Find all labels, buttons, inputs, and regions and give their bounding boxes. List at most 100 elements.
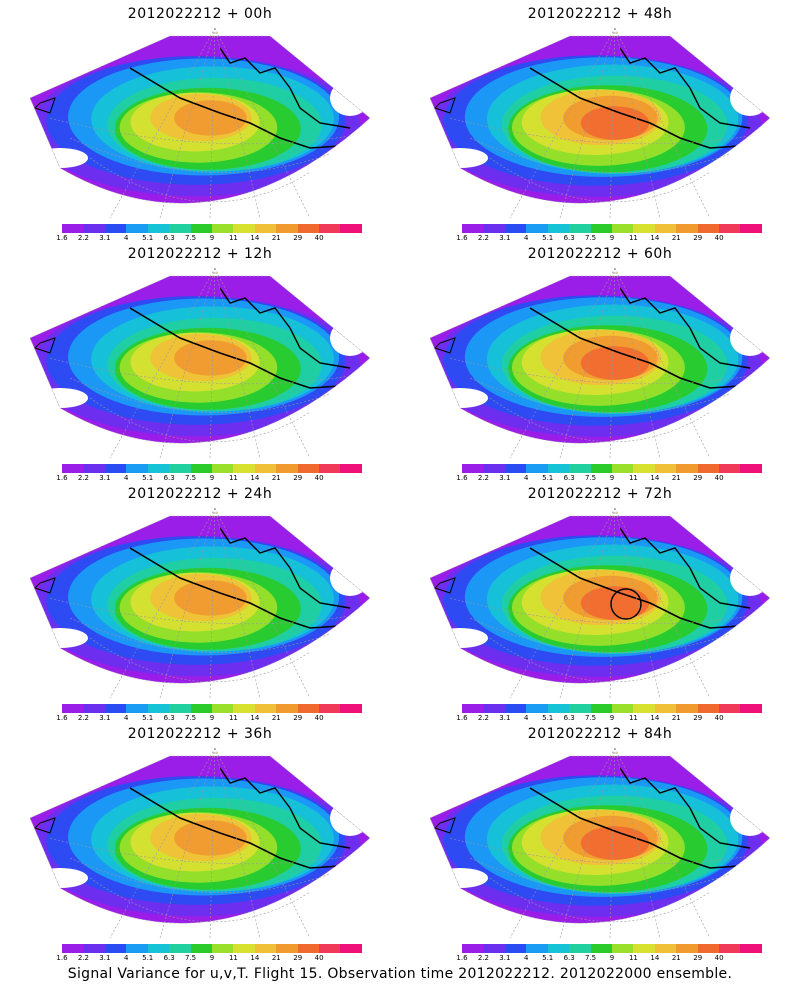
colorbar bbox=[62, 704, 362, 713]
colorbar-tick-label: 14 bbox=[650, 714, 660, 722]
colorbar bbox=[462, 224, 762, 233]
colorbar-swatch bbox=[340, 944, 362, 953]
colorbar-tick-label: 3.1 bbox=[499, 474, 511, 482]
colorbar-swatch bbox=[319, 464, 341, 473]
colorbar-swatch bbox=[233, 944, 255, 953]
panel-title: 2012022212 + 12h bbox=[127, 246, 273, 262]
colorbar-swatch bbox=[297, 224, 320, 233]
colorbar-swatch bbox=[676, 944, 698, 953]
colorbar-swatch bbox=[319, 224, 341, 233]
colorbar-tick-label: 9 bbox=[609, 234, 615, 242]
colorbar-swatch bbox=[740, 944, 762, 953]
colorbar-swatch bbox=[104, 944, 127, 953]
colorbar-swatch bbox=[233, 464, 255, 473]
colorbar-swatch bbox=[211, 224, 234, 233]
colorbar-tick-label: 21 bbox=[271, 954, 281, 962]
colorbar-swatch bbox=[462, 704, 484, 713]
colorbar-ticks: 1.6 2.2 3.1 4 5.1 6.3 7.5 9 11 14 21 29 40 bbox=[452, 234, 772, 244]
colorbar-tick-label: 3.1 bbox=[99, 234, 111, 242]
colorbar-tick-label: 2.2 bbox=[477, 474, 489, 482]
colorbar-swatch bbox=[676, 464, 698, 473]
forecast-panel: 2012022212 + 00h 1.6 2.2 3.1 4 5.1 6.3 7.5 9 11 14… bbox=[0, 0, 400, 242]
colorbar-tick-label: 2.2 bbox=[77, 954, 89, 962]
colorbar-swatch bbox=[147, 944, 170, 953]
colorbar-swatch bbox=[211, 464, 234, 473]
colorbar-swatch bbox=[611, 704, 634, 713]
colorbar-swatch bbox=[719, 944, 741, 953]
colorbar-ticks: 1.6 2.2 3.1 4 5.1 6.3 7.5 9 11 14 21 29 40 bbox=[452, 474, 772, 484]
colorbar-swatch bbox=[697, 464, 720, 473]
colorbar-swatch bbox=[169, 224, 191, 233]
colorbar-tick-label: 7.5 bbox=[584, 954, 597, 962]
colorbar-swatch bbox=[633, 224, 655, 233]
forecast-panel: 2012022212 + 60h 1.6 2.2 3.1 4 5.1 6.3 7.5 9 11 14… bbox=[400, 240, 800, 482]
colorbar bbox=[62, 944, 362, 953]
colorbar-tick-label: 6.3 bbox=[163, 474, 175, 482]
colorbar-tick-label: 7.5 bbox=[584, 234, 597, 242]
colorbar-swatch bbox=[654, 944, 677, 953]
colorbar-swatch bbox=[190, 224, 212, 233]
colorbar-swatch bbox=[62, 944, 84, 953]
panel-title: 2012022212 + 48h bbox=[527, 6, 673, 22]
colorbar-swatch bbox=[319, 704, 341, 713]
colorbar-tick-label: 9 bbox=[609, 474, 615, 482]
colorbar-tick-label: 14 bbox=[650, 954, 660, 962]
colorbar-swatch bbox=[483, 704, 505, 713]
colorbar-tick-label: 1.6 bbox=[456, 714, 468, 722]
forecast-panel: 2012022212 + 12h 1.6 2.2 3.1 4 5.1 6.3 7.5 9 11 14… bbox=[0, 240, 400, 482]
colorbar-swatch bbox=[297, 944, 320, 953]
colorbar-tick-label: 3.1 bbox=[99, 474, 111, 482]
colorbar bbox=[462, 464, 762, 473]
colorbar-swatch bbox=[547, 944, 570, 953]
colorbar-tick-label: 2.2 bbox=[77, 234, 89, 242]
panel-title: 2012022212 + 72h bbox=[527, 486, 673, 502]
variance-map bbox=[29, 508, 371, 699]
colorbar-swatch bbox=[526, 224, 548, 233]
colorbar-swatch bbox=[83, 704, 105, 713]
colorbar-swatch bbox=[654, 224, 677, 233]
colorbar-swatch bbox=[169, 704, 191, 713]
colorbar-tick-label: 1.6 bbox=[56, 234, 68, 242]
forecast-panel: 2012022212 + 24h 1.6 2.2 3.1 4 5.1 6.3 7.5 9 11 14… bbox=[0, 480, 400, 722]
colorbar-tick-label: 29 bbox=[693, 474, 703, 482]
variance-map bbox=[429, 748, 771, 939]
colorbar-tick-label: 11 bbox=[228, 474, 238, 482]
colorbar-swatch bbox=[719, 704, 741, 713]
colorbar-tick-label: 40 bbox=[714, 474, 724, 482]
colorbar-swatch bbox=[633, 464, 655, 473]
colorbar-tick-label: 9 bbox=[209, 954, 215, 962]
colorbar-swatch bbox=[697, 704, 720, 713]
colorbar-swatch bbox=[547, 464, 570, 473]
colorbar-tick-label: 1.6 bbox=[456, 954, 468, 962]
colorbar-tick-label: 4 bbox=[124, 474, 129, 482]
colorbar-tick-label: 29 bbox=[293, 714, 303, 722]
colorbar-swatch bbox=[483, 944, 505, 953]
colorbar-swatch bbox=[740, 464, 762, 473]
colorbar-swatch bbox=[276, 224, 298, 233]
variance-map bbox=[29, 28, 371, 219]
colorbar-swatch bbox=[611, 224, 634, 233]
colorbar-tick-label: 1.6 bbox=[456, 234, 468, 242]
colorbar-tick-label: 29 bbox=[293, 474, 303, 482]
colorbar-swatch bbox=[104, 704, 127, 713]
colorbar-swatch bbox=[547, 224, 570, 233]
colorbar bbox=[62, 464, 362, 473]
colorbar-swatch bbox=[633, 944, 655, 953]
colorbar-swatch bbox=[297, 464, 320, 473]
colorbar-tick-label: 14 bbox=[250, 714, 260, 722]
colorbar-tick-label: 29 bbox=[293, 234, 303, 242]
colorbar-tick-label: 2.2 bbox=[477, 234, 489, 242]
colorbar-swatch bbox=[276, 704, 298, 713]
colorbar-tick-label: 5.1 bbox=[542, 474, 554, 482]
colorbar-tick-label: 6.3 bbox=[163, 714, 175, 722]
colorbar-tick-label: 29 bbox=[293, 954, 303, 962]
colorbar-tick-label: 5.1 bbox=[142, 474, 154, 482]
colorbar-swatch bbox=[654, 464, 677, 473]
colorbar-tick-label: 21 bbox=[271, 474, 281, 482]
colorbar-tick-label: 7.5 bbox=[184, 234, 197, 242]
colorbar-tick-label: 5.1 bbox=[142, 954, 154, 962]
colorbar-swatch bbox=[147, 704, 170, 713]
colorbar-swatch bbox=[254, 704, 277, 713]
colorbar-tick-label: 3.1 bbox=[499, 714, 511, 722]
colorbar-ticks: 1.6 2.2 3.1 4 5.1 6.3 7.5 9 11 14 21 29 40 bbox=[52, 474, 372, 484]
